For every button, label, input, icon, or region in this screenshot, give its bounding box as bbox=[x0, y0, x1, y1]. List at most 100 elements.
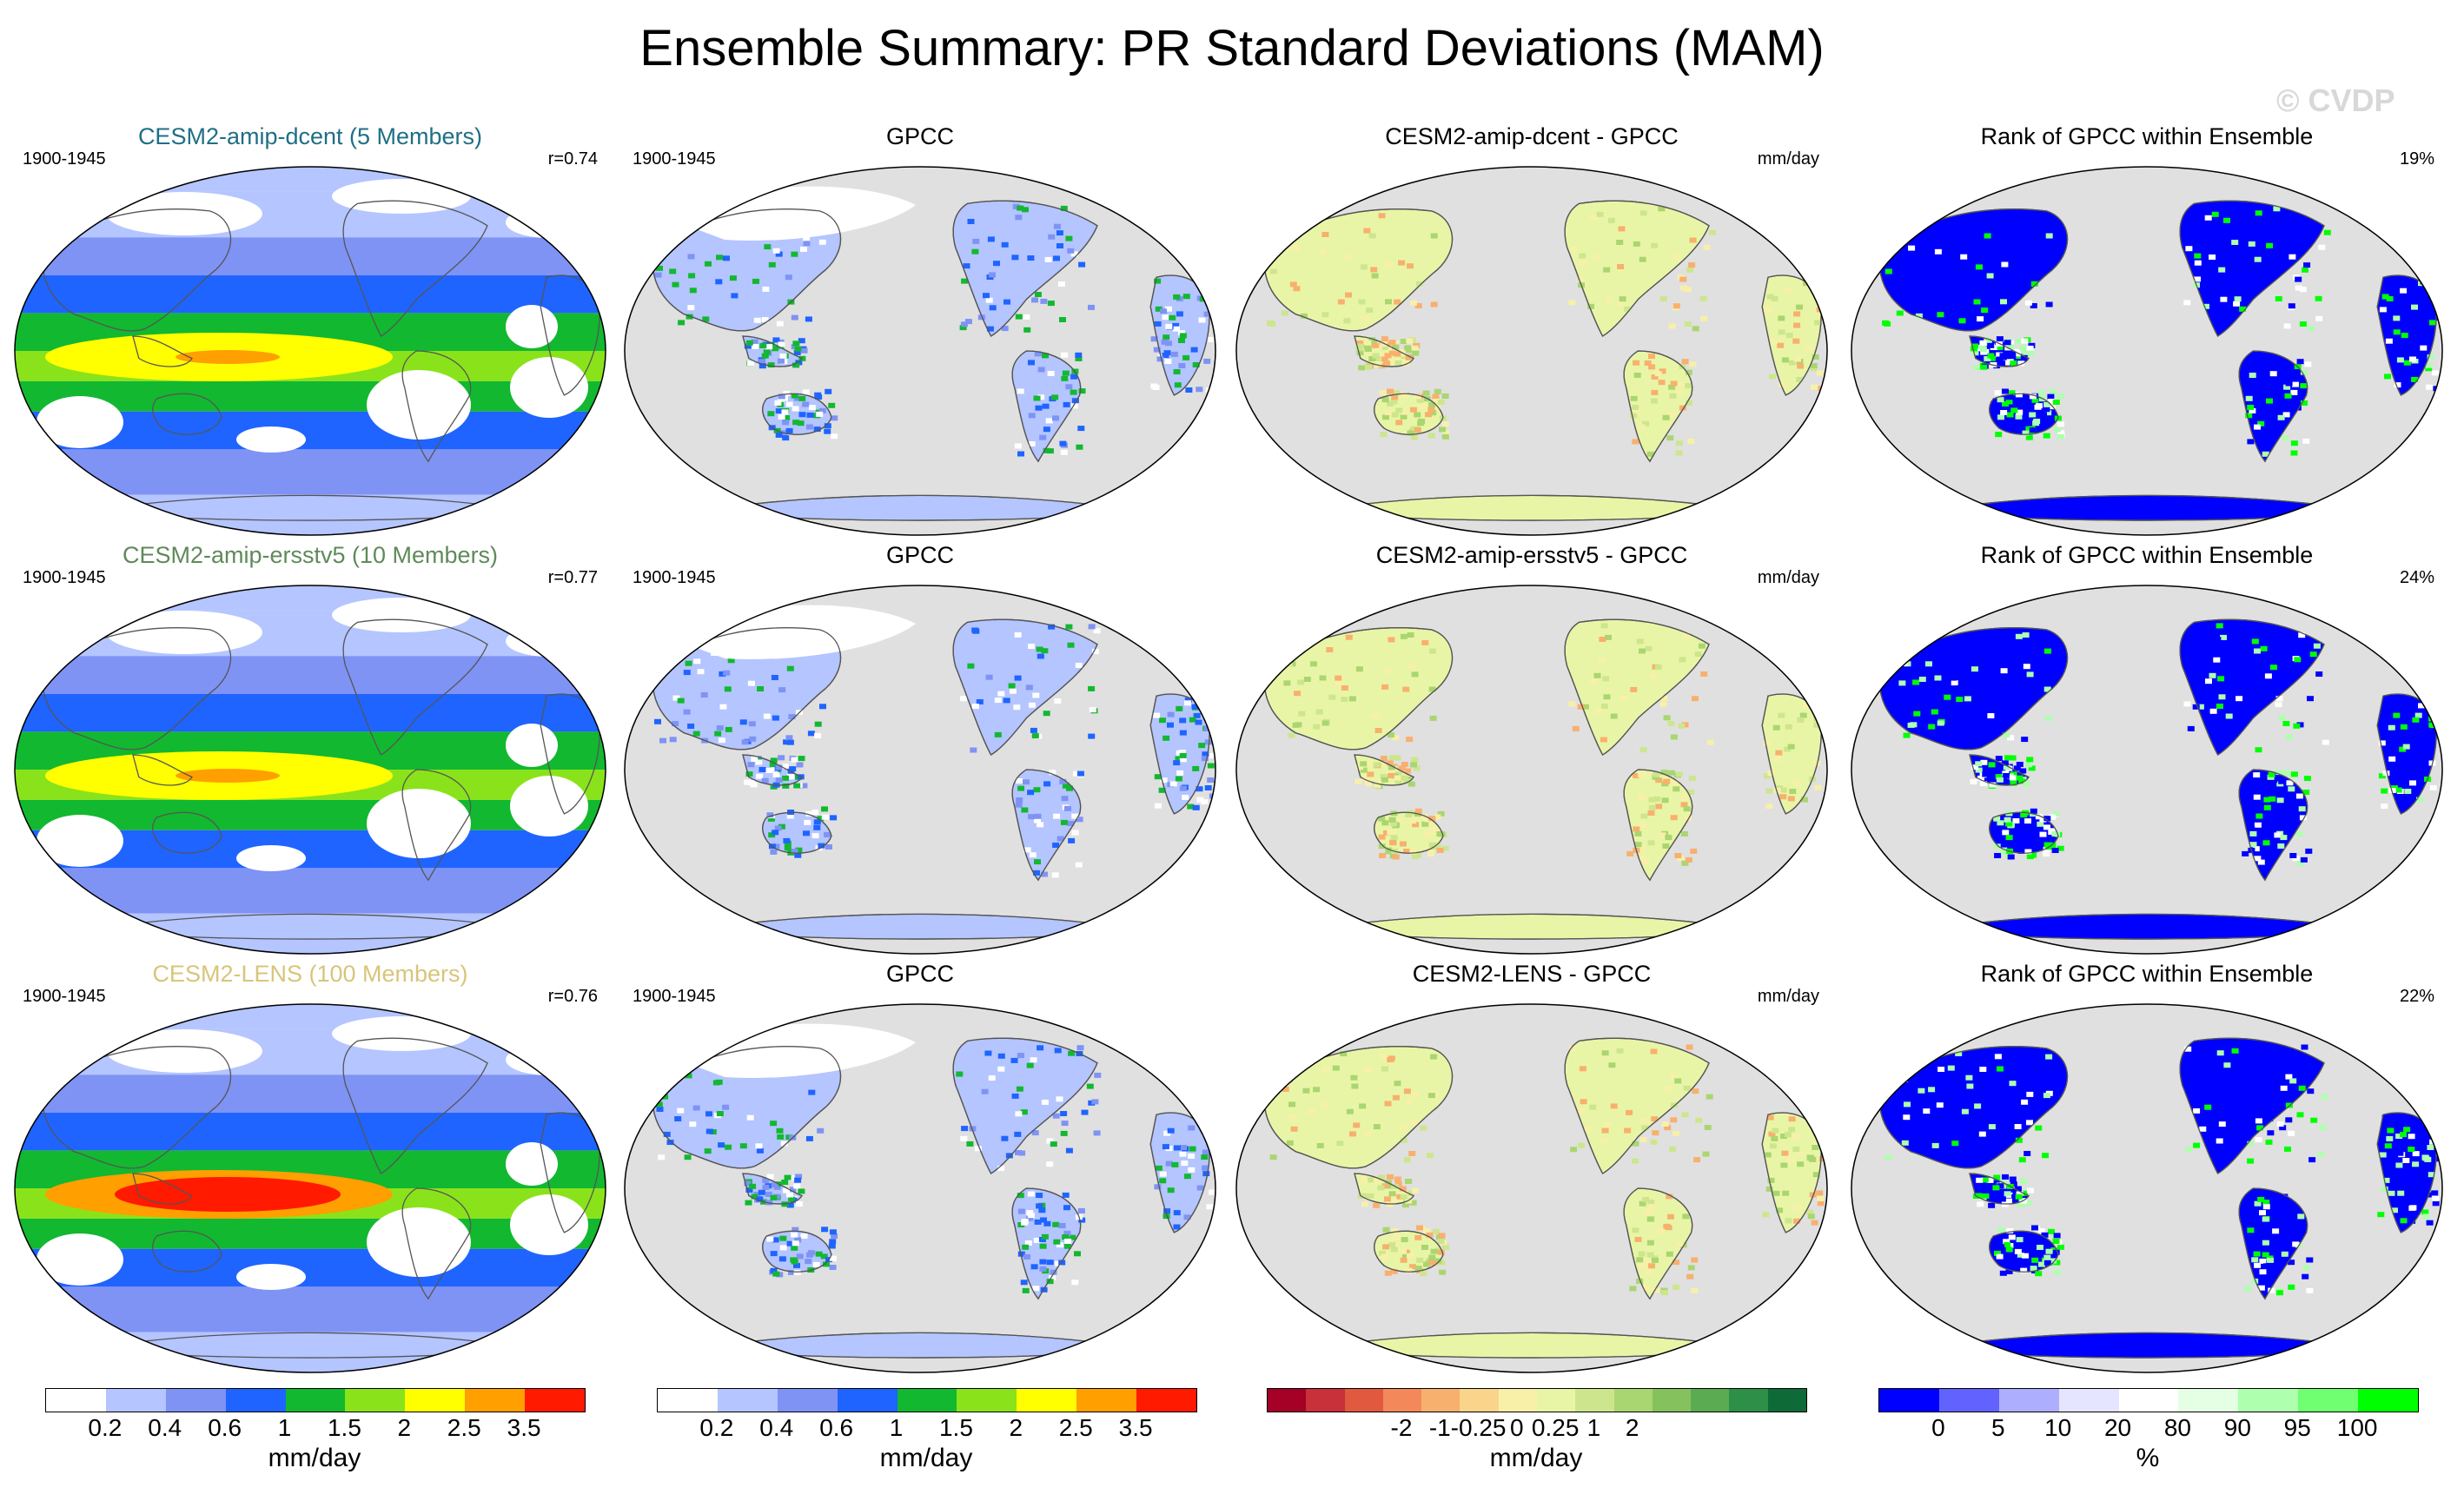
grid-cell bbox=[2024, 407, 2032, 413]
colorbar-rank: % 0 5 10 20 80 90 95 100 bbox=[1878, 1388, 2419, 1501]
grid-cell bbox=[1364, 340, 1372, 346]
grid-cell bbox=[1336, 1141, 1344, 1147]
grid-cell bbox=[2295, 793, 2303, 799]
grid-cell bbox=[1651, 1116, 1659, 1122]
grid-cell bbox=[664, 1052, 672, 1058]
cvdp-watermark: © CVDP bbox=[2276, 83, 2395, 118]
grid-cell bbox=[2209, 672, 2216, 678]
grid-cell bbox=[1429, 715, 1437, 721]
grid-cell bbox=[1009, 688, 1017, 694]
colorbar-swatch bbox=[837, 1389, 898, 1412]
grid-cell bbox=[1054, 1260, 1062, 1266]
grid-cell bbox=[2255, 1118, 2262, 1124]
grid-cell bbox=[1405, 1179, 1413, 1184]
grid-cell bbox=[2025, 434, 2033, 440]
grid-cell bbox=[2185, 1147, 2193, 1153]
grid-cell bbox=[1797, 717, 1805, 723]
grid-cell bbox=[1361, 1177, 1368, 1183]
field-min bbox=[506, 625, 593, 657]
grid-cell bbox=[824, 832, 831, 837]
unit-label: mm/day bbox=[1757, 987, 1819, 1006]
grid-cell bbox=[1407, 263, 1414, 269]
grid-cell bbox=[2231, 240, 2239, 245]
grid-cell bbox=[1979, 347, 1987, 353]
colorbar-unit: mm/day bbox=[879, 1444, 973, 1472]
grid-cell bbox=[1636, 1278, 1644, 1284]
grid-cell bbox=[2007, 344, 2015, 350]
grid-cell bbox=[1399, 841, 1407, 847]
grid-cell bbox=[2045, 301, 2053, 307]
grid-cell bbox=[2296, 359, 2304, 365]
grid-cell bbox=[1979, 340, 1987, 346]
grid-cell bbox=[1764, 1152, 1772, 1158]
grid-cell bbox=[1076, 770, 1084, 777]
grid-cell bbox=[1952, 299, 1960, 305]
grid-cell bbox=[1420, 1271, 1427, 1277]
grid-cell bbox=[2298, 806, 2306, 812]
grid-cell bbox=[2378, 773, 2386, 779]
grid-cell bbox=[1060, 819, 1068, 825]
grid-cell bbox=[2381, 1186, 2388, 1192]
grid-cell bbox=[1394, 1176, 1401, 1182]
grid-cell bbox=[1686, 1273, 1694, 1279]
grid-cell bbox=[1368, 356, 1376, 361]
grid-cell bbox=[1159, 1171, 1167, 1177]
ocean-mask bbox=[625, 585, 1215, 954]
field-band bbox=[15, 656, 606, 694]
panel-rank-row3: Rank of GPCC within Ensemble 22% bbox=[1847, 961, 2447, 1378]
grid-cell bbox=[1394, 775, 1401, 781]
grid-cell bbox=[2234, 296, 2242, 302]
map-border bbox=[1235, 1003, 1828, 1373]
grid-cell bbox=[1605, 296, 1613, 302]
grid-cell bbox=[1785, 1218, 1792, 1224]
field-min bbox=[506, 305, 558, 348]
grid-cell bbox=[1650, 1139, 1658, 1145]
grid-cell bbox=[1350, 1075, 1358, 1081]
grid-cell bbox=[1965, 1075, 1973, 1081]
grid-cell bbox=[1659, 296, 1667, 301]
grid-cell bbox=[2057, 1244, 2064, 1250]
grid-cell bbox=[2040, 412, 2047, 418]
grid-cell bbox=[1068, 1050, 1076, 1056]
grid-cell bbox=[1421, 403, 1427, 409]
grid-cell bbox=[1994, 1250, 2001, 1256]
grid-cell bbox=[1572, 725, 1580, 731]
grid-cell bbox=[1956, 697, 1964, 703]
grid-cell bbox=[1424, 817, 1432, 823]
grid-cell bbox=[2288, 1284, 2295, 1290]
grid-cell bbox=[971, 248, 979, 255]
grid-cell bbox=[2283, 384, 2291, 390]
grid-cell bbox=[788, 714, 796, 720]
grid-cell bbox=[666, 1140, 674, 1146]
grid-cell bbox=[1182, 294, 1190, 300]
grid-cell bbox=[1294, 691, 1302, 697]
grid-cell bbox=[2275, 770, 2283, 776]
grid-cell bbox=[1947, 1065, 1955, 1071]
grid-cell bbox=[2317, 1151, 2325, 1157]
grid-cell bbox=[2209, 255, 2216, 260]
grid-cell bbox=[2183, 701, 2191, 707]
grid-cell bbox=[761, 353, 769, 359]
grid-cell bbox=[2031, 1225, 2038, 1231]
grid-cell bbox=[1420, 814, 1427, 820]
grid-cell bbox=[1817, 1195, 1825, 1201]
grid-cell bbox=[792, 341, 800, 347]
grid-cell bbox=[666, 1052, 673, 1058]
grid-cell bbox=[1400, 339, 1408, 344]
grid-cell bbox=[1784, 746, 1792, 752]
colorbar-swatch bbox=[1460, 1389, 1499, 1412]
grid-cell bbox=[1897, 1087, 1904, 1092]
grid-cell bbox=[2301, 400, 2308, 406]
grid-cell bbox=[1388, 1239, 1395, 1245]
grid-cell bbox=[1651, 398, 1658, 404]
grid-cell bbox=[1997, 1227, 2005, 1233]
grid-cell bbox=[2255, 813, 2263, 819]
grid-cell bbox=[1204, 785, 1212, 790]
landmass-shape bbox=[1354, 754, 1414, 786]
field-min bbox=[106, 1029, 262, 1073]
grid-cell bbox=[1281, 310, 1288, 316]
grid-cell bbox=[2416, 797, 2423, 803]
grid-cell bbox=[1379, 853, 1387, 858]
grid-cell bbox=[1950, 675, 1957, 681]
grid-cell bbox=[2425, 366, 2433, 372]
